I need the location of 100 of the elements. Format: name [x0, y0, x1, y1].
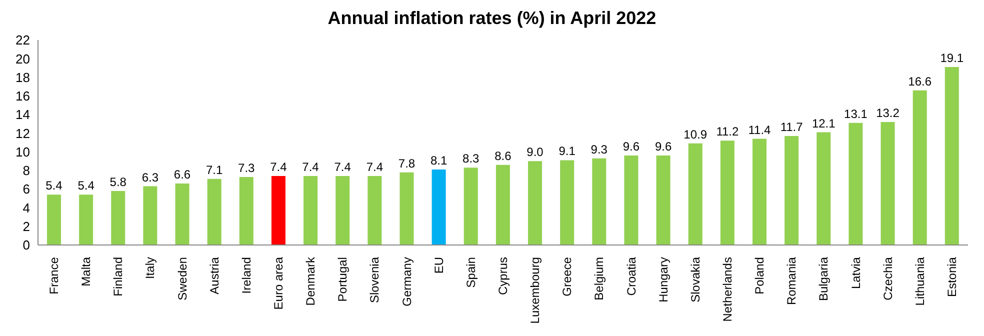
bar: [592, 158, 606, 245]
x-tick-label: Denmark: [304, 256, 318, 306]
y-tick-label: 0: [22, 238, 30, 253]
bar: [880, 122, 895, 245]
x-tick-label: Finland: [111, 257, 126, 296]
data-label: 13.1: [844, 106, 868, 121]
y-tick-label: 22: [16, 32, 30, 48]
data-label: 5.4: [46, 178, 63, 193]
data-label: 11.4: [748, 122, 772, 137]
data-label: 19.1: [940, 51, 964, 66]
y-tick-label: 12: [16, 126, 30, 141]
data-label: 6.6: [174, 168, 191, 182]
bar: [239, 176, 254, 245]
data-label: 6.3: [142, 170, 159, 184]
bar: [720, 140, 734, 245]
data-label: 10.9: [684, 127, 708, 142]
data-label: 8.1: [430, 154, 448, 168]
data-label: 7.3: [238, 160, 256, 175]
x-tick-label: Portugal: [336, 257, 350, 302]
bar: [432, 170, 446, 245]
data-label: 9.0: [526, 145, 544, 160]
chart-title: Annual inflation rates (%) in April 2022: [326, 8, 658, 30]
x-tick-label: France: [47, 256, 62, 294]
x-tick-label: Sweden: [175, 257, 190, 300]
bar: [207, 178, 222, 245]
data-label: 7.4: [302, 160, 320, 174]
bar: [400, 172, 414, 245]
x-tick-label: Estonia: [944, 256, 959, 298]
data-label: 7.4: [334, 160, 352, 174]
bar: [464, 168, 478, 245]
x-tick-label: Austria: [207, 256, 222, 294]
data-label: 12.1: [812, 116, 836, 130]
y-tick-label: 14: [16, 107, 30, 122]
data-label: 9.6: [654, 140, 672, 154]
x-tick-label: Romania: [784, 256, 799, 306]
x-tick-label: Bulgaria: [816, 256, 831, 302]
bar: [336, 176, 350, 245]
bar: [143, 186, 158, 245]
x-tick-label: Croatia: [624, 256, 638, 296]
bar: [368, 176, 382, 245]
x-tick-label: Latvia: [848, 256, 863, 290]
x-tick-label: Belgium: [592, 257, 606, 300]
data-label: 7.4: [270, 160, 288, 174]
data-label: 13.2: [876, 106, 900, 120]
y-tick-label: 16: [16, 88, 30, 104]
data-label: 7.4: [366, 160, 384, 174]
x-tick-label: EU: [432, 257, 446, 274]
bar: [784, 136, 799, 245]
data-label: 11.2: [716, 124, 739, 139]
data-label: 16.6: [908, 74, 932, 88]
data-label: 9.1: [558, 144, 576, 158]
x-tick-label: Czechia: [880, 256, 895, 300]
x-tick-label: Netherlands: [720, 257, 734, 322]
y-tick-label: 2: [22, 218, 30, 234]
bar: [688, 143, 702, 245]
bar: [528, 161, 542, 245]
bar: [656, 156, 670, 245]
x-tick-label: Poland: [752, 257, 767, 294]
x-tick-label: Luxembourg: [528, 257, 542, 324]
y-tick-label: 10: [16, 144, 30, 160]
data-label: 7.8: [398, 156, 416, 170]
data-label: 9.6: [622, 140, 640, 154]
data-label: 11.7: [780, 120, 804, 134]
bar: [624, 156, 638, 245]
y-tick-label: 4: [22, 200, 30, 216]
data-label: 8.3: [462, 152, 480, 166]
bar: [912, 90, 927, 245]
x-tick-label: Malta: [79, 256, 94, 286]
x-tick-label: Slovenia: [368, 256, 382, 304]
bar: [944, 67, 959, 245]
x-tick-label: Greece: [560, 256, 574, 296]
y-tick-label: 20: [16, 51, 30, 66]
bar: [175, 184, 190, 245]
x-tick-label: Spain: [464, 257, 478, 288]
data-label: 5.4: [78, 178, 95, 193]
bar: [79, 194, 94, 245]
data-label: 8.6: [494, 148, 512, 163]
x-tick-label: Hungary: [656, 257, 670, 302]
y-tick-label: 8: [22, 163, 30, 178]
bar: [496, 164, 510, 245]
bar: [816, 132, 831, 245]
y-tick-label: 18: [16, 70, 30, 85]
bar: [752, 138, 766, 245]
y-tick-label: 6: [22, 182, 30, 197]
bar: [111, 190, 126, 245]
x-tick-label: Italy: [143, 257, 158, 280]
x-tick-label: Cyprus: [496, 257, 510, 296]
data-label: 7.1: [206, 162, 223, 177]
bar: [46, 194, 61, 245]
x-tick-label: Ireland: [239, 257, 254, 294]
bar: [304, 176, 318, 245]
x-tick-label: Euro area: [272, 256, 286, 310]
x-tick-label: Lithuania: [912, 256, 927, 306]
bar: [848, 122, 863, 245]
x-tick-label: Slovakia: [688, 256, 702, 302]
bar: [560, 160, 574, 245]
x-tick-label: Germany: [400, 257, 414, 306]
data-label: 5.8: [110, 174, 127, 189]
data-label: 9.3: [590, 142, 608, 156]
bar: [271, 176, 286, 245]
